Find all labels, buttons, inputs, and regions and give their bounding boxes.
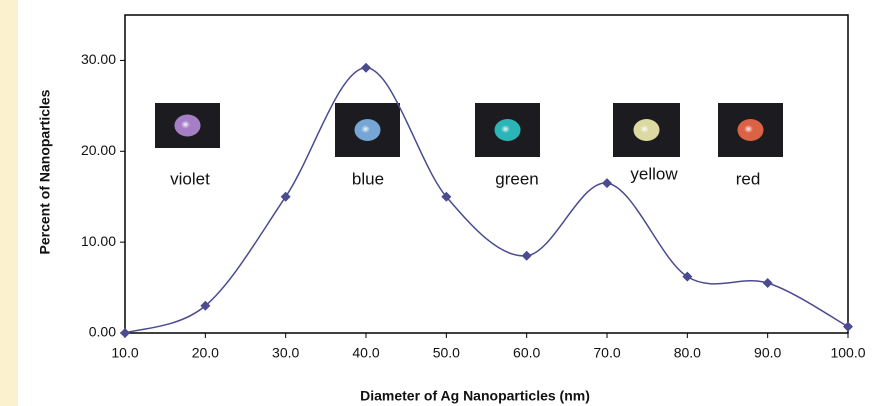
x-tick-label: 100.0	[830, 345, 865, 361]
point-marker	[682, 271, 693, 282]
x-tick-label: 50.0	[433, 345, 460, 361]
glow-core	[356, 121, 375, 137]
point-marker	[200, 300, 211, 311]
annotation-label: green	[495, 169, 538, 188]
y-tick-label: 10.00	[81, 233, 116, 249]
side-strip	[0, 0, 18, 406]
x-tick-label: 90.0	[754, 345, 781, 361]
annotation-label: yellow	[630, 164, 678, 183]
y-tick-label: 30.00	[81, 51, 116, 67]
x-axis-title: Diameter of Ag Nanoparticles (nm)	[360, 388, 590, 404]
point-marker	[361, 62, 371, 73]
point-marker	[843, 321, 853, 332]
glow-core	[496, 121, 515, 137]
x-tick-label: 40.0	[352, 345, 379, 361]
y-axis-title: Percent of Nanoparticles	[37, 89, 53, 254]
x-tick-label: 60.0	[513, 345, 540, 361]
x-tick-label: 10.0	[111, 345, 138, 361]
annotation-label: blue	[352, 169, 384, 188]
point-marker	[120, 328, 130, 338]
glow-core	[739, 121, 758, 137]
y-tick-label: 20.00	[81, 142, 116, 158]
point-marker	[521, 250, 532, 261]
y-tick-label: 0.00	[89, 324, 116, 340]
point-marker	[441, 191, 452, 202]
point-marker	[762, 278, 773, 289]
annotation-label: red	[736, 169, 761, 188]
x-tick-label: 20.0	[192, 345, 219, 361]
glow-core	[176, 116, 195, 133]
glow-core	[635, 121, 654, 137]
plot-frame	[124, 14, 849, 334]
x-tick-label: 80.0	[674, 345, 701, 361]
point-marker	[280, 191, 291, 202]
point-marker	[602, 178, 612, 189]
x-tick-label: 70.0	[593, 345, 620, 361]
annotation-label: violet	[170, 169, 210, 188]
series-line	[124, 66, 849, 334]
x-tick-label: 30.0	[272, 345, 299, 361]
